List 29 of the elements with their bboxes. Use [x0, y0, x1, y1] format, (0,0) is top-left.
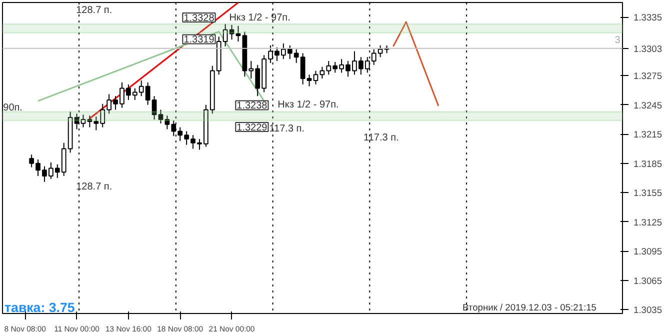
annotation: 128.7 п.: [76, 4, 112, 16]
y-tick-label: 1.3335: [634, 12, 662, 23]
candlestick: [313, 70, 318, 85]
annotation: 128.7 п.: [76, 181, 112, 192]
candlestick: [158, 109, 164, 124]
annotation: тавка: 3.75: [4, 300, 76, 315]
annotation: 1.3319: [184, 34, 215, 46]
y-tick-label: 1.3125: [634, 217, 662, 228]
annotation: Вторник / 2019.12.03 - 05:21:15: [462, 302, 596, 312]
annotation: 117.3 п.: [269, 124, 304, 135]
annotation: 1.3328: [184, 12, 215, 24]
candlestick: [164, 115, 170, 130]
y-tick-label: 1.3065: [634, 276, 662, 286]
annotation: 3: [614, 35, 621, 46]
annotation: Нкз 1/2 - 97п.: [278, 99, 339, 110]
y-tick-label: 1.3095: [634, 246, 662, 257]
y-tick-label: 1.3215: [634, 130, 662, 140]
annotation: 117.3 п.: [364, 132, 399, 144]
y-tick-label: 1.3275: [634, 71, 662, 82]
y-tick-label: 1.3245: [634, 100, 662, 110]
candlestick: [236, 25, 241, 42]
annotation: Нкз 1/2 - 97п.: [229, 12, 290, 24]
annotation: 90п.: [3, 102, 22, 114]
annotation: 1.3238: [236, 100, 268, 112]
y-tick-label: 1.3035: [634, 305, 662, 316]
annotation: 1.3229: [236, 122, 268, 134]
y-tick-label: 1.3303: [634, 44, 662, 54]
y-tick-label: 1.3185: [634, 158, 662, 169]
y-tick-label: 1.3155: [634, 188, 662, 198]
